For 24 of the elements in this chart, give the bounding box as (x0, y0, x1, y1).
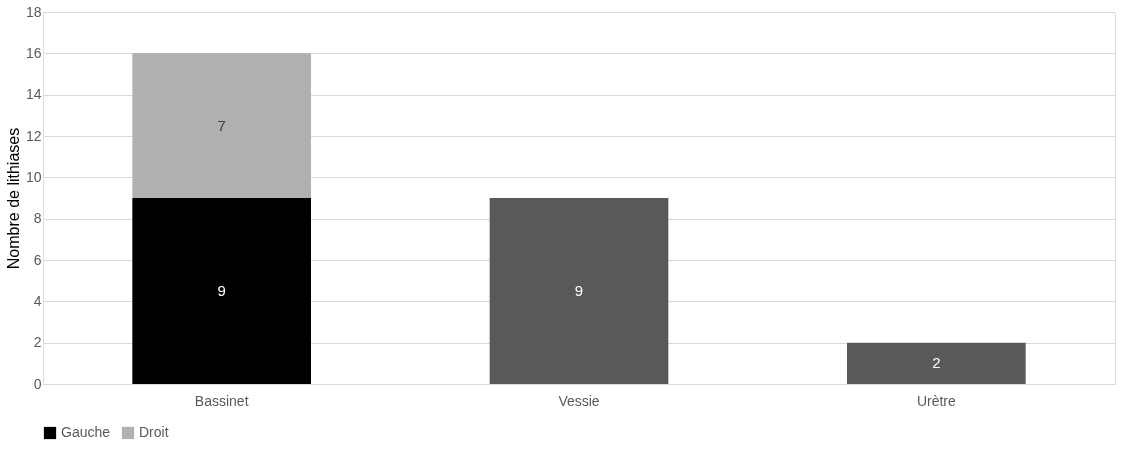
bar (132, 53, 311, 198)
y-tick-label: 18 (25, 3, 42, 20)
data-label: 7 (217, 116, 226, 134)
data-label: 2 (932, 354, 941, 372)
bar (847, 342, 1026, 384)
y-tick-label: 4 (33, 292, 42, 309)
y-tick-label: 0 (33, 375, 42, 392)
y-tick-label: 12 (25, 127, 42, 144)
legend-label: Droit (139, 424, 169, 440)
legend-label: Gauche (61, 424, 111, 440)
y-tick-label: 16 (25, 44, 42, 61)
data-label: 9 (217, 282, 226, 299)
x-tick-label: Urètre (916, 392, 956, 409)
y-tick-label: 2 (33, 334, 42, 351)
y-axis-title: Nombre de lithiases (4, 127, 22, 270)
y-tick-label: 10 (25, 168, 42, 185)
y-tick-label: 8 (33, 210, 42, 227)
x-tick-label: Bassinet (194, 392, 249, 409)
bar (489, 198, 669, 384)
x-tick-label: Vessie (558, 392, 600, 409)
data-label: 9 (574, 282, 584, 299)
y-tick-label: 6 (33, 251, 42, 268)
bar (132, 198, 311, 384)
y-tick-label: 14 (25, 86, 42, 103)
